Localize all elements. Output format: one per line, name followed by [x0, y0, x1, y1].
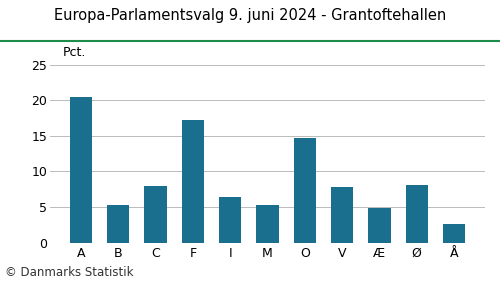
Bar: [331, 187, 353, 243]
Bar: [256, 205, 278, 243]
Text: © Danmarks Statistik: © Danmarks Statistik: [5, 266, 134, 279]
Bar: [182, 120, 204, 243]
Bar: [443, 224, 465, 243]
Bar: [107, 205, 130, 243]
Text: Europa-Parlamentsvalg 9. juni 2024 - Grantoftehallen: Europa-Parlamentsvalg 9. juni 2024 - Gra…: [54, 8, 446, 23]
Bar: [294, 138, 316, 243]
Bar: [406, 185, 428, 243]
Bar: [70, 97, 92, 243]
Bar: [368, 208, 390, 243]
Bar: [144, 186, 167, 243]
Text: Pct.: Pct.: [62, 46, 86, 59]
Bar: [219, 197, 242, 243]
